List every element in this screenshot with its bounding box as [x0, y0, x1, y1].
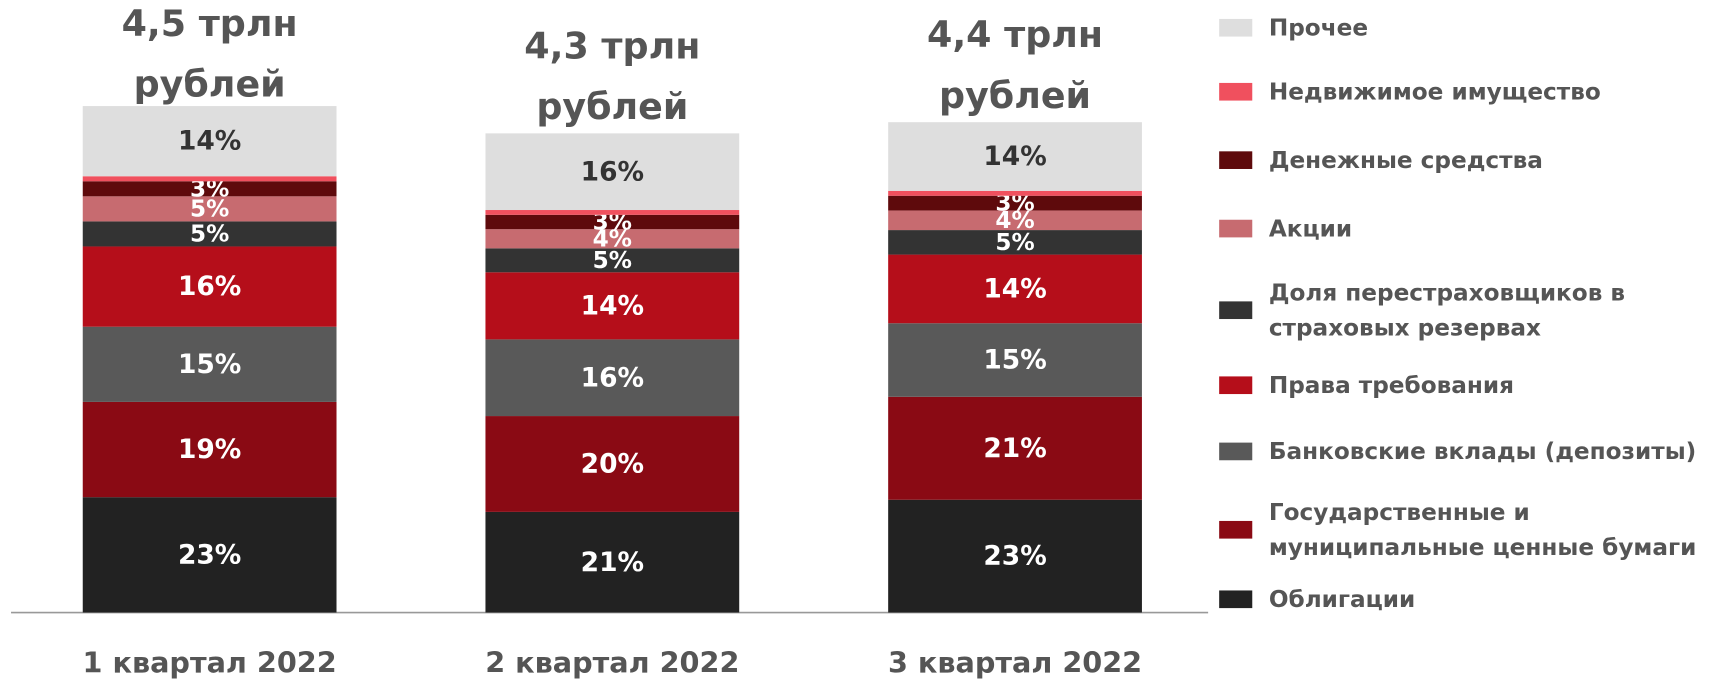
legend-item: Прочее [1268, 14, 1369, 42]
legend-item: Недвижимое имущество [1268, 78, 1601, 105]
bar-segment [888, 323, 1142, 397]
bar-segment [485, 339, 740, 417]
total-label: 4,4 трлн рублей [927, 13, 1103, 117]
bar-segment [82, 246, 337, 327]
bar-segment [82, 106, 337, 177]
legend-label: Права требования [1268, 371, 1515, 399]
category-label: 3 квартал 2022 [888, 645, 1142, 679]
value-label: 21% [581, 547, 644, 578]
legend-label: Денежные средства [1268, 146, 1543, 174]
total-label-line: рублей [134, 62, 286, 105]
value-label: 16% [178, 271, 241, 302]
legend-item: Доля перестраховщиков в страховых резерв… [1268, 279, 1626, 342]
legend-swatch [1219, 301, 1253, 320]
value-label: 21% [983, 433, 1046, 464]
value-label: 20% [581, 449, 644, 480]
bar-segment [888, 396, 1142, 500]
total-label: 4,3 трлн рублей [524, 24, 700, 128]
bar-segment [888, 122, 1142, 191]
value-label: 5% [593, 248, 632, 274]
bar-segment [485, 248, 740, 273]
total-label: 4,5 трлн рублей [122, 2, 298, 106]
value-label: 16% [581, 362, 644, 393]
legend-label: Облигации [1268, 586, 1416, 613]
legend-swatch [1219, 151, 1253, 169]
value-label: 14% [983, 274, 1046, 305]
total-label-line: рублей [939, 73, 1091, 116]
value-label: 23% [983, 541, 1046, 572]
value-label: 5% [190, 196, 229, 222]
bar-segment [82, 176, 337, 182]
category-label: 2 квартал 2022 [485, 645, 739, 679]
bar-segment [485, 416, 740, 512]
legend-item: Государственные и муниципальные ценные б… [1268, 498, 1697, 561]
value-label: 23% [178, 539, 241, 570]
legend-label: Акции [1268, 215, 1353, 242]
bar-segment [888, 230, 1142, 255]
legend-item: Денежные средства [1268, 146, 1543, 174]
total-label-line: 4,5 трлн [122, 2, 298, 45]
value-label: 14% [581, 290, 644, 321]
total-label-line: 4,4 трлн [927, 13, 1103, 56]
bar-segment [888, 195, 1142, 211]
value-label: 15% [178, 349, 241, 380]
bar-segment [485, 133, 740, 211]
bar-segment [485, 210, 740, 215]
bar-segment [485, 229, 740, 249]
bar-segment [888, 499, 1142, 613]
value-label: 19% [178, 434, 241, 465]
legend-item: Банковские вклады (депозиты) [1268, 438, 1697, 465]
legend-label: Банковские вклады (депозиты) [1268, 438, 1697, 465]
value-label: 16% [581, 156, 644, 187]
legend-label: Доля перестраховщиков в страховых резерв… [1268, 279, 1626, 342]
legend-swatch [1219, 82, 1253, 101]
legend-label: Прочее [1268, 14, 1369, 42]
bar-segment [888, 210, 1142, 231]
bar-segment [82, 221, 337, 247]
bar-segment [888, 254, 1142, 324]
bar-segment [888, 190, 1142, 196]
value-label: 15% [983, 345, 1046, 376]
legend-label: Государственные и муниципальные ценные б… [1268, 498, 1697, 561]
legend-swatch [1219, 590, 1253, 609]
bar-segment [82, 326, 337, 402]
bar-segment [82, 181, 337, 197]
value-label: 14% [983, 141, 1046, 172]
legend-item: Облигации [1268, 586, 1416, 613]
total-label-line: рублей [536, 84, 688, 127]
legend-swatch [1219, 442, 1253, 461]
bar-segment [485, 511, 740, 613]
total-label-line: 4,3 трлн [524, 24, 700, 67]
legend-swatch [1219, 376, 1253, 395]
bar-segment [485, 214, 740, 230]
legend-item: Акции [1268, 215, 1353, 242]
category-label: 1 квартал 2022 [83, 645, 337, 679]
value-label: 4% [593, 226, 632, 252]
bar-segment [485, 272, 740, 340]
legend-label: Недвижимое имущество [1268, 78, 1601, 105]
value-label: 14% [178, 126, 241, 157]
legend-swatch [1219, 219, 1253, 238]
bar-segment [82, 497, 337, 613]
legend-swatch [1219, 520, 1253, 539]
legend-swatch [1219, 18, 1253, 37]
bar-segment [82, 196, 337, 222]
value-label: 5% [190, 222, 229, 248]
value-label: 5% [995, 230, 1034, 256]
value-label: 4% [995, 208, 1034, 234]
bar-segment [82, 401, 337, 498]
legend-item: Права требования [1268, 371, 1515, 399]
